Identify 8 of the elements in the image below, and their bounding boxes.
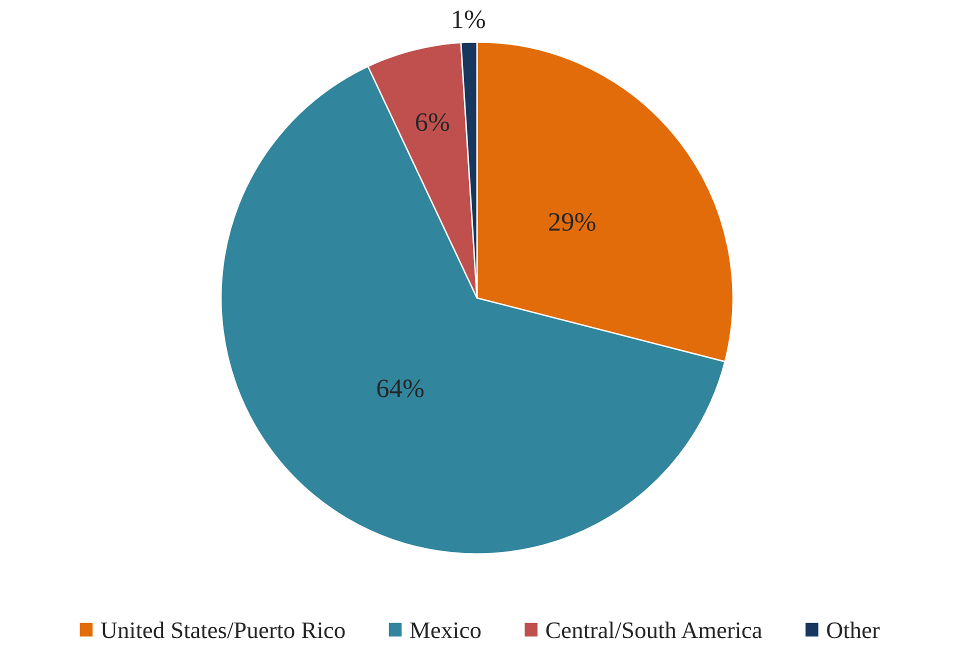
legend-label: Other — [827, 622, 880, 638]
data-label: 29% — [549, 213, 596, 231]
legend-label: Mexico — [410, 622, 481, 638]
data-label: 6% — [416, 113, 450, 132]
data-label: 1% — [453, 10, 486, 28]
legend-label: Central/South America — [546, 622, 762, 638]
data-label: 64% — [377, 380, 424, 398]
legend-label: United States/Puerto Rico — [100, 622, 345, 638]
